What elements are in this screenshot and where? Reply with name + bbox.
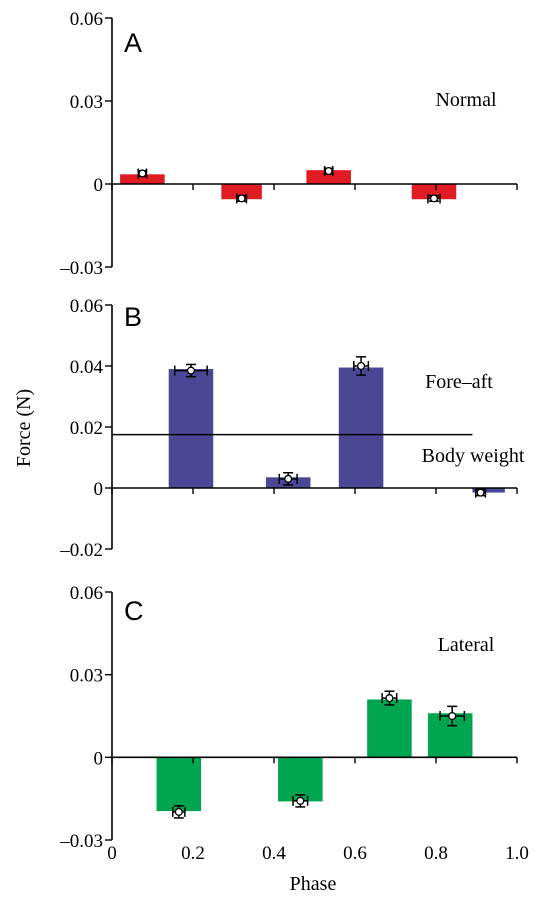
panel-annotation: Body weight <box>422 445 525 467</box>
panel-a: –0.03 0 0.03 0.06 A Normal <box>59 9 518 279</box>
x-tick-label: 0.6 <box>343 843 367 864</box>
bar <box>168 369 214 488</box>
panel-annotation: Fore–aft <box>425 371 493 393</box>
panel-annotation: Lateral <box>438 634 495 656</box>
bar <box>411 184 457 200</box>
data-point <box>385 694 394 703</box>
bar <box>120 174 165 184</box>
x-axis-title: Phase <box>290 873 337 895</box>
panel-b: –0.02 0 0.02 0.04 0.06 B Fore–aft Body weight <box>59 296 525 561</box>
data-point <box>476 488 485 497</box>
y-tick-label: –0.03 <box>59 831 103 852</box>
x-tick-label: 0 <box>107 843 117 864</box>
data-point <box>296 796 305 805</box>
x-tick-label: 0.2 <box>181 843 205 864</box>
bar <box>306 170 351 184</box>
y-axis-title: Force (N) <box>13 389 35 467</box>
y-tick-label: 0 <box>94 175 104 196</box>
data-point <box>448 711 457 721</box>
y-tick-label: 0.06 <box>70 296 103 317</box>
y-tick-label: 0.02 <box>70 418 103 439</box>
y-tick-label: –0.03 <box>59 258 103 279</box>
y-tick-label: 0 <box>94 748 104 769</box>
y-tick-label: 0.06 <box>70 9 103 30</box>
panel-letter: A <box>124 28 142 58</box>
data-point <box>186 366 196 375</box>
panel-annotation: Normal <box>435 89 497 111</box>
bar <box>221 184 262 200</box>
data-point <box>357 361 366 371</box>
x-tick-label: 1.0 <box>505 843 529 864</box>
data-point <box>324 166 333 176</box>
y-tick-label: 0.04 <box>70 357 104 378</box>
bar <box>472 488 505 493</box>
y-tick-label: 0.03 <box>70 666 103 687</box>
bar <box>427 713 473 758</box>
bar <box>156 757 202 812</box>
y-tick-label: –0.02 <box>59 540 103 561</box>
bar <box>338 367 384 488</box>
y-tick-label: 0.06 <box>70 583 103 604</box>
x-tick-label: 0.4 <box>262 843 286 864</box>
data-point <box>174 807 183 816</box>
data-point <box>138 169 147 178</box>
x-tick-label: 0.8 <box>424 843 448 864</box>
panel-letter: B <box>124 302 142 332</box>
data-point <box>284 474 293 483</box>
y-tick-label: 0 <box>94 479 104 500</box>
bar <box>367 699 412 758</box>
data-point <box>429 194 439 203</box>
data-point <box>237 194 246 203</box>
panel-letter: C <box>124 596 144 626</box>
y-tick-label: 0.03 <box>70 92 103 113</box>
